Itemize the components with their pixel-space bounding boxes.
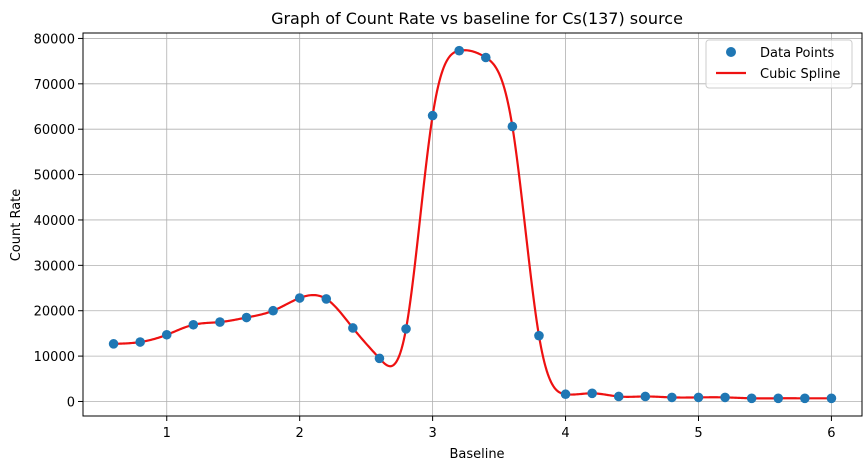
y-tick-label: 60000 — [34, 123, 75, 138]
y-tick-label: 20000 — [34, 305, 75, 320]
data-point — [826, 393, 837, 404]
x-tick-label: 5 — [694, 426, 702, 441]
data-point — [534, 330, 544, 341]
data-point — [108, 339, 119, 349]
data-point — [135, 337, 145, 347]
data-point — [800, 393, 810, 404]
data-point — [640, 391, 651, 402]
y-tick-label: 10000 — [34, 350, 75, 365]
data-point — [401, 324, 411, 334]
grid — [83, 33, 862, 416]
data-point — [161, 329, 172, 340]
data-point — [241, 312, 252, 323]
data-point — [667, 392, 677, 403]
x-tick-label: 3 — [428, 426, 436, 441]
x-ticks: 1 2 3 4 5 6 — [163, 416, 836, 441]
legend-box — [705, 39, 853, 89]
y-tick-label: 30000 — [34, 259, 75, 274]
data-point — [294, 293, 305, 303]
x-tick-label: 1 — [163, 426, 171, 441]
data-point — [693, 392, 704, 403]
data-point — [454, 45, 465, 56]
data-point — [480, 52, 491, 63]
data-point — [587, 388, 597, 399]
x-tick-label: 4 — [561, 426, 569, 441]
y-tick-label: 0 — [67, 395, 75, 410]
data-point — [321, 294, 332, 304]
data-point — [374, 353, 385, 364]
x-tick-label: 2 — [296, 426, 304, 441]
y-tick-label: 40000 — [34, 214, 75, 229]
y-tick-label: 70000 — [34, 78, 75, 93]
y-ticks: 0 10000 20000 30000 40000 50000 60000 70000 8000… — [34, 32, 83, 410]
y-axis-label: Count Rate — [9, 189, 24, 262]
spline-layer — [113, 49, 832, 400]
cubic-spline-line — [113, 49, 832, 400]
x-tick-label: 6 — [827, 426, 835, 441]
chart-title: Graph of Count Rate vs baseline for Cs(1… — [271, 9, 683, 28]
data-point — [507, 121, 518, 132]
data-point — [773, 393, 784, 404]
data-point — [215, 317, 225, 327]
data-point — [348, 323, 358, 333]
data-point — [268, 305, 278, 316]
data-point — [560, 389, 571, 400]
y-tick-label: 80000 — [34, 32, 75, 47]
legend-data-points-marker — [726, 47, 736, 57]
data-point — [746, 393, 757, 404]
data-point — [427, 110, 438, 121]
data-point — [720, 392, 730, 403]
axes-frame — [82, 32, 863, 417]
legend: Data Points Cubic Spline — [705, 39, 853, 89]
data-points — [108, 45, 837, 404]
data-point — [613, 391, 624, 402]
legend-cubic-spline-label: Cubic Spline — [760, 67, 840, 82]
x-axis-label: Baseline — [449, 447, 504, 462]
data-point — [188, 319, 199, 330]
y-tick-label: 50000 — [34, 169, 75, 184]
legend-data-points-label: Data Points — [760, 46, 834, 61]
